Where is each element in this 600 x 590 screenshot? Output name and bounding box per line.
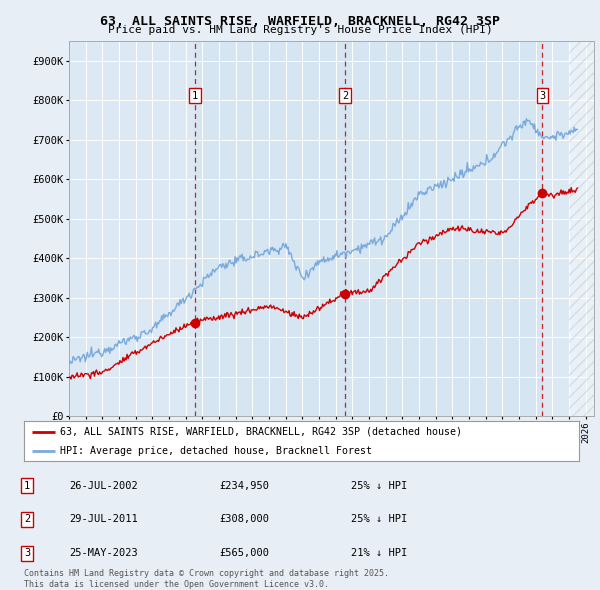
Text: £565,000: £565,000 <box>219 548 269 558</box>
Text: 63, ALL SAINTS RISE, WARFIELD, BRACKNELL, RG42 3SP: 63, ALL SAINTS RISE, WARFIELD, BRACKNELL… <box>100 15 500 28</box>
Bar <box>345 41 542 416</box>
Text: 25-MAY-2023: 25-MAY-2023 <box>69 548 138 558</box>
Text: 3: 3 <box>24 548 30 558</box>
Text: 26-JUL-2002: 26-JUL-2002 <box>69 481 138 491</box>
Text: 25% ↓ HPI: 25% ↓ HPI <box>351 481 407 491</box>
Text: £308,000: £308,000 <box>219 514 269 525</box>
Text: 2: 2 <box>342 91 348 101</box>
Text: 2: 2 <box>24 514 30 525</box>
Text: 21% ↓ HPI: 21% ↓ HPI <box>351 548 407 558</box>
Text: 63, ALL SAINTS RISE, WARFIELD, BRACKNELL, RG42 3SP (detached house): 63, ALL SAINTS RISE, WARFIELD, BRACKNELL… <box>60 427 462 437</box>
Text: £234,950: £234,950 <box>219 481 269 491</box>
Text: 25% ↓ HPI: 25% ↓ HPI <box>351 514 407 525</box>
Text: 1: 1 <box>24 481 30 491</box>
Text: 3: 3 <box>539 91 545 101</box>
Text: 29-JUL-2011: 29-JUL-2011 <box>69 514 138 525</box>
Text: HPI: Average price, detached house, Bracknell Forest: HPI: Average price, detached house, Brac… <box>60 446 372 456</box>
Text: Contains HM Land Registry data © Crown copyright and database right 2025.
This d: Contains HM Land Registry data © Crown c… <box>24 569 389 589</box>
Text: Price paid vs. HM Land Registry's House Price Index (HPI): Price paid vs. HM Land Registry's House … <box>107 25 493 35</box>
Text: 1: 1 <box>192 91 198 101</box>
Bar <box>195 41 345 416</box>
